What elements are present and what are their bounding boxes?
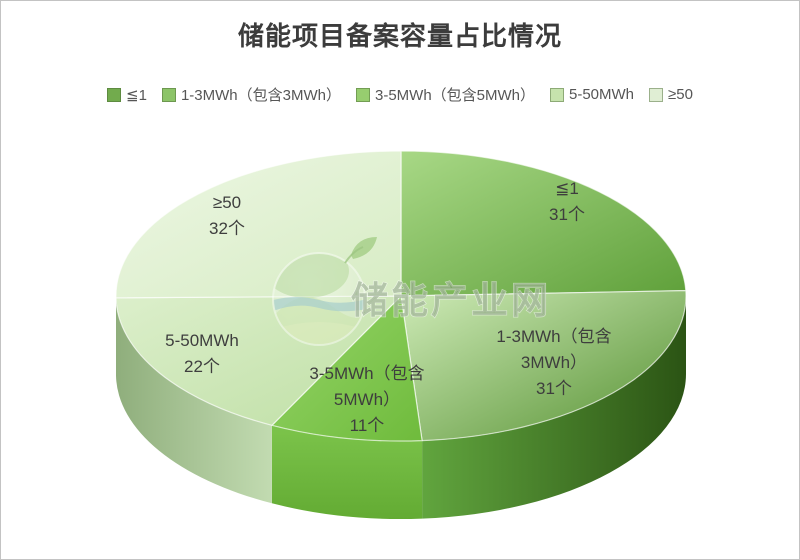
legend-item: ≦1 bbox=[107, 86, 147, 104]
legend-swatch bbox=[161, 87, 176, 102]
pie-slice-top-0 bbox=[400, 150, 687, 297]
pie-slice-wall-1 bbox=[422, 296, 686, 519]
legend-item: 3-5MWh（包含5MWh） bbox=[355, 84, 535, 105]
legend-swatch bbox=[355, 87, 370, 102]
legend-label: ≦1 bbox=[126, 86, 147, 104]
legend-swatch bbox=[649, 87, 664, 102]
legend-item: ≥50 bbox=[649, 86, 693, 103]
pie-slice-top-1 bbox=[400, 290, 687, 442]
legend-swatch bbox=[107, 87, 122, 102]
legend-label: 3-5MWh（包含5MWh） bbox=[374, 87, 535, 104]
legend-label: ≥50 bbox=[668, 86, 693, 103]
pie-slice-top-2 bbox=[271, 295, 423, 442]
legend-label: 5-50MWh bbox=[569, 86, 635, 103]
legend-label: 1-3MWh（包含3MWh） bbox=[180, 87, 341, 104]
chart-legend: ≦1 1-3MWh（包含3MWh） 3-5MWh（包含5MWh） 5-50MWh ≥50 bbox=[1, 84, 799, 105]
legend-item: 5-50MWh bbox=[550, 86, 634, 103]
legend-swatch bbox=[550, 87, 564, 102]
pie-slice-wall-2 bbox=[271, 425, 423, 520]
chart-title: 储能项目备案容量占比情况 bbox=[237, 21, 562, 51]
watermark-text: 储能产业网 bbox=[351, 280, 551, 321]
pie-side-walls bbox=[115, 296, 686, 520]
pie-slice-wall-3 bbox=[116, 297, 272, 504]
legend-item: 1-3MWh（包含3MWh） bbox=[161, 84, 341, 105]
